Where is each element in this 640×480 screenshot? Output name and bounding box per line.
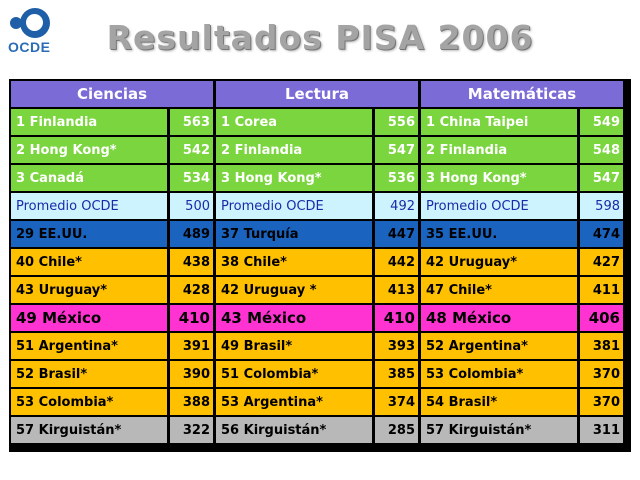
mexico-label: 49 México	[11, 305, 167, 331]
country-label: 49 Brasil*	[216, 333, 372, 359]
country-label: 56 Kirguistán*	[216, 417, 372, 443]
oecd-average-label: Promedio OCDE	[11, 193, 167, 219]
oecd-average-label: Promedio OCDE	[421, 193, 577, 219]
oecd-average-score: 500	[170, 193, 213, 219]
country-label: 52 Argentina*	[421, 333, 577, 359]
score-value: 322	[170, 417, 213, 443]
country-label: 3 Hong Kong*	[216, 165, 372, 191]
country-label: 42 Uruguay*	[421, 249, 577, 275]
country-label: 35 EE.UU.	[421, 221, 577, 247]
country-label: 54 Brasil*	[421, 389, 577, 415]
score-value: 542	[170, 137, 213, 163]
header-matematicas: Matemáticas	[421, 81, 623, 107]
score-value: 547	[375, 137, 418, 163]
oecd-average-score: 598	[580, 193, 623, 219]
oecd-average-score: 492	[375, 193, 418, 219]
score-value: 370	[580, 389, 623, 415]
country-label: 57 Kirguistán*	[11, 417, 167, 443]
country-label: 57 Kirguistán*	[421, 417, 577, 443]
mexico-score: 406	[580, 305, 623, 331]
score-value: 390	[170, 361, 213, 387]
score-value: 549	[580, 109, 623, 135]
score-value: 381	[580, 333, 623, 359]
page-title: Resultados PISA 2006	[106, 18, 534, 57]
score-value: 385	[375, 361, 418, 387]
country-label: 2 Hong Kong*	[11, 137, 167, 163]
country-label: 53 Colombia*	[11, 389, 167, 415]
country-label: 38 Chile*	[216, 249, 372, 275]
country-label: 53 Colombia*	[421, 361, 577, 387]
country-label: 2 Finlandia	[216, 137, 372, 163]
country-label: 40 Chile*	[11, 249, 167, 275]
oecd-average-label: Promedio OCDE	[216, 193, 372, 219]
country-label: 53 Argentina*	[216, 389, 372, 415]
score-value: 413	[375, 277, 418, 303]
oecd-logo-mark	[10, 8, 50, 38]
country-label: 3 Hong Kong*	[421, 165, 577, 191]
score-value: 311	[580, 417, 623, 443]
score-value: 438	[170, 249, 213, 275]
pisa-results-table: Ciencias Lectura Matemáticas 1 Finlandia…	[9, 79, 631, 452]
score-value: 489	[170, 221, 213, 247]
score-value: 428	[170, 277, 213, 303]
country-label: 3 Canadá	[11, 165, 167, 191]
country-label: 1 Corea	[216, 109, 372, 135]
mexico-score: 410	[170, 305, 213, 331]
oecd-logo: OCDE	[8, 6, 54, 56]
score-value: 556	[375, 109, 418, 135]
country-label: 43 Uruguay*	[11, 277, 167, 303]
score-value: 548	[580, 137, 623, 163]
header-lectura: Lectura	[216, 81, 418, 107]
score-value: 536	[375, 165, 418, 191]
mexico-label: 43 México	[216, 305, 372, 331]
country-label: 37 Turquía	[216, 221, 372, 247]
score-value: 447	[375, 221, 418, 247]
country-label: 1 China Taipei	[421, 109, 577, 135]
score-value: 393	[375, 333, 418, 359]
score-value: 411	[580, 277, 623, 303]
country-label: 42 Uruguay *	[216, 277, 372, 303]
score-value: 442	[375, 249, 418, 275]
mexico-score: 410	[375, 305, 418, 331]
country-label: 51 Colombia*	[216, 361, 372, 387]
country-label: 2 Finlandia	[421, 137, 577, 163]
header-ciencias: Ciencias	[11, 81, 213, 107]
country-label: 47 Chile*	[421, 277, 577, 303]
score-value: 474	[580, 221, 623, 247]
score-value: 547	[580, 165, 623, 191]
country-label: 52 Brasil*	[11, 361, 167, 387]
score-value: 374	[375, 389, 418, 415]
mexico-label: 48 México	[421, 305, 577, 331]
score-value: 427	[580, 249, 623, 275]
country-label: 51 Argentina*	[11, 333, 167, 359]
score-value: 391	[170, 333, 213, 359]
score-value: 534	[170, 165, 213, 191]
score-value: 563	[170, 109, 213, 135]
oecd-logo-text: OCDE	[8, 39, 51, 55]
score-value: 285	[375, 417, 418, 443]
country-label: 1 Finlandia	[11, 109, 167, 135]
country-label: 29 EE.UU.	[11, 221, 167, 247]
score-value: 370	[580, 361, 623, 387]
score-value: 388	[170, 389, 213, 415]
